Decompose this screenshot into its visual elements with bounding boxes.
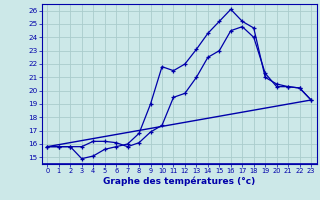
X-axis label: Graphe des températures (°c): Graphe des températures (°c)	[103, 177, 255, 186]
